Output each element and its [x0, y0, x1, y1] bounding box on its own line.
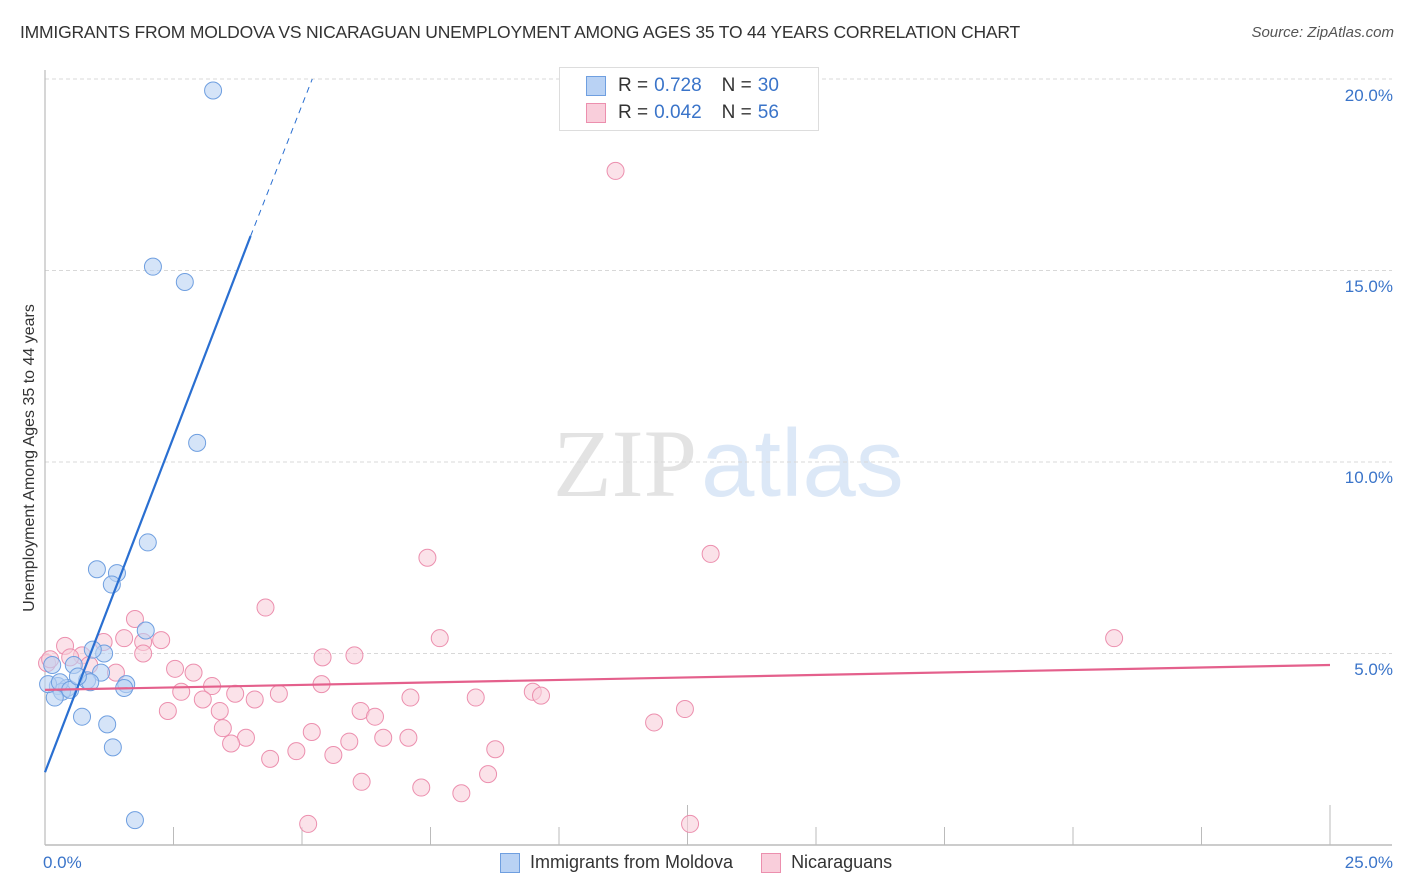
watermark-atlas: atlas	[701, 410, 904, 517]
data-point-nicaraguans[interactable]	[226, 684, 245, 703]
r-label: R =	[618, 75, 649, 96]
data-point-nicaraguans[interactable]	[125, 610, 144, 629]
data-point-moldova[interactable]	[143, 257, 162, 276]
data-point-nicaraguans[interactable]	[466, 688, 485, 707]
data-point-nicaraguans[interactable]	[345, 646, 364, 665]
data-point-moldova[interactable]	[138, 533, 157, 552]
data-point-moldova[interactable]	[175, 272, 194, 291]
y-tick-5: 5.0%	[1354, 660, 1393, 679]
chart-title: IMMIGRANTS FROM MOLDOVA VS NICARAGUAN UN…	[20, 22, 1020, 42]
legend-swatch-pink	[761, 852, 782, 873]
legend-row-nicaraguans: R = 0.042 N = 56	[586, 101, 779, 125]
legend-swatch-blue	[586, 76, 606, 96]
series-nicaraguans	[38, 161, 1124, 833]
legend-swatch-pink	[586, 103, 606, 123]
data-point-nicaraguans[interactable]	[299, 814, 318, 833]
legend-label: Immigrants from Moldova	[530, 852, 734, 872]
y-tick-10: 10.0%	[1344, 468, 1393, 487]
data-point-nicaraguans[interactable]	[532, 686, 551, 705]
data-point-moldova[interactable]	[98, 715, 117, 734]
watermark-zip: ZIP	[553, 410, 697, 517]
n-value: 56	[757, 102, 779, 123]
data-point-nicaraguans[interactable]	[287, 742, 306, 761]
x-tick-25: 25.0%	[1344, 853, 1393, 872]
correlation-legend: R = 0.728 N = 30 R = 0.042 N = 56	[559, 67, 819, 131]
gridlines	[45, 78, 1392, 654]
data-point-nicaraguans[interactable]	[245, 690, 264, 709]
data-point-nicaraguans[interactable]	[681, 814, 700, 833]
axes	[44, 70, 1392, 846]
data-point-nicaraguans[interactable]	[645, 713, 664, 732]
r-label: R =	[618, 102, 649, 123]
trend-lines	[43, 78, 1331, 773]
data-point-nicaraguans[interactable]	[401, 688, 420, 707]
data-point-nicaraguans[interactable]	[486, 740, 505, 759]
data-point-nicaraguans[interactable]	[152, 631, 171, 650]
trend-line-nicaraguans	[44, 663, 1331, 691]
legend-item-nicaraguans[interactable]: Nicaraguans	[761, 852, 892, 873]
data-point-nicaraguans[interactable]	[302, 723, 321, 742]
data-point-nicaraguans[interactable]	[269, 684, 288, 703]
data-point-nicaraguans[interactable]	[479, 765, 498, 784]
data-point-nicaraguans[interactable]	[418, 548, 437, 567]
n-value: 30	[757, 75, 779, 96]
data-point-moldova[interactable]	[73, 707, 92, 726]
data-point-nicaraguans[interactable]	[412, 778, 431, 797]
data-point-nicaraguans[interactable]	[675, 700, 694, 719]
n-label: N =	[721, 75, 752, 96]
data-point-nicaraguans[interactable]	[399, 728, 418, 747]
legend-item-moldova[interactable]: Immigrants from Moldova	[500, 852, 733, 873]
data-point-nicaraguans[interactable]	[430, 629, 449, 648]
legend-swatch-blue	[500, 852, 520, 873]
data-point-moldova[interactable]	[43, 655, 62, 674]
y-axis-label: Unemployment Among Ages 35 to 44 years	[21, 304, 38, 612]
data-point-nicaraguans[interactable]	[701, 544, 720, 563]
data-point-nicaraguans[interactable]	[184, 663, 203, 682]
data-point-moldova[interactable]	[188, 433, 207, 452]
watermark: ZIPatlas	[553, 408, 904, 519]
n-label: N =	[721, 102, 752, 123]
data-point-nicaraguans[interactable]	[256, 598, 275, 617]
data-point-nicaraguans[interactable]	[340, 732, 359, 751]
x-tick-0: 0.0%	[43, 853, 82, 872]
data-point-moldova[interactable]	[87, 560, 106, 579]
data-point-nicaraguans[interactable]	[193, 690, 212, 709]
data-point-nicaraguans[interactable]	[261, 749, 280, 768]
data-point-nicaraguans[interactable]	[352, 772, 371, 791]
data-point-moldova[interactable]	[103, 738, 122, 757]
trend-line-moldova-extrapolated	[250, 78, 313, 237]
data-point-nicaraguans[interactable]	[313, 648, 332, 667]
source-credit: Source: ZipAtlas.com	[1251, 24, 1394, 41]
data-point-moldova[interactable]	[204, 81, 223, 100]
data-point-nicaraguans[interactable]	[115, 629, 134, 648]
y-tick-15: 15.0%	[1344, 277, 1393, 296]
legend-label: Nicaraguans	[791, 852, 893, 872]
data-point-nicaraguans[interactable]	[222, 734, 241, 753]
data-point-nicaraguans[interactable]	[452, 784, 471, 803]
r-value: 0.042	[654, 102, 702, 123]
data-point-nicaraguans[interactable]	[374, 728, 393, 747]
data-point-moldova[interactable]	[125, 811, 144, 830]
data-point-moldova[interactable]	[136, 621, 155, 640]
data-point-nicaraguans[interactable]	[606, 161, 625, 180]
y-tick-20: 20.0%	[1344, 86, 1393, 105]
data-point-nicaraguans[interactable]	[158, 701, 177, 720]
data-point-nicaraguans[interactable]	[210, 701, 229, 720]
data-point-nicaraguans[interactable]	[134, 644, 153, 663]
data-point-nicaraguans[interactable]	[1105, 629, 1124, 648]
data-point-nicaraguans[interactable]	[324, 745, 343, 764]
data-point-nicaraguans[interactable]	[365, 707, 384, 726]
legend-row-moldova: R = 0.728 N = 30	[586, 74, 779, 98]
data-point-nicaraguans[interactable]	[213, 719, 232, 738]
data-point-nicaraguans[interactable]	[172, 682, 191, 701]
data-point-nicaraguans[interactable]	[166, 659, 185, 678]
r-value: 0.728	[654, 75, 702, 96]
series-legend: Immigrants from Moldova Nicaraguans	[500, 852, 920, 873]
trend-line-moldova	[43, 235, 252, 773]
